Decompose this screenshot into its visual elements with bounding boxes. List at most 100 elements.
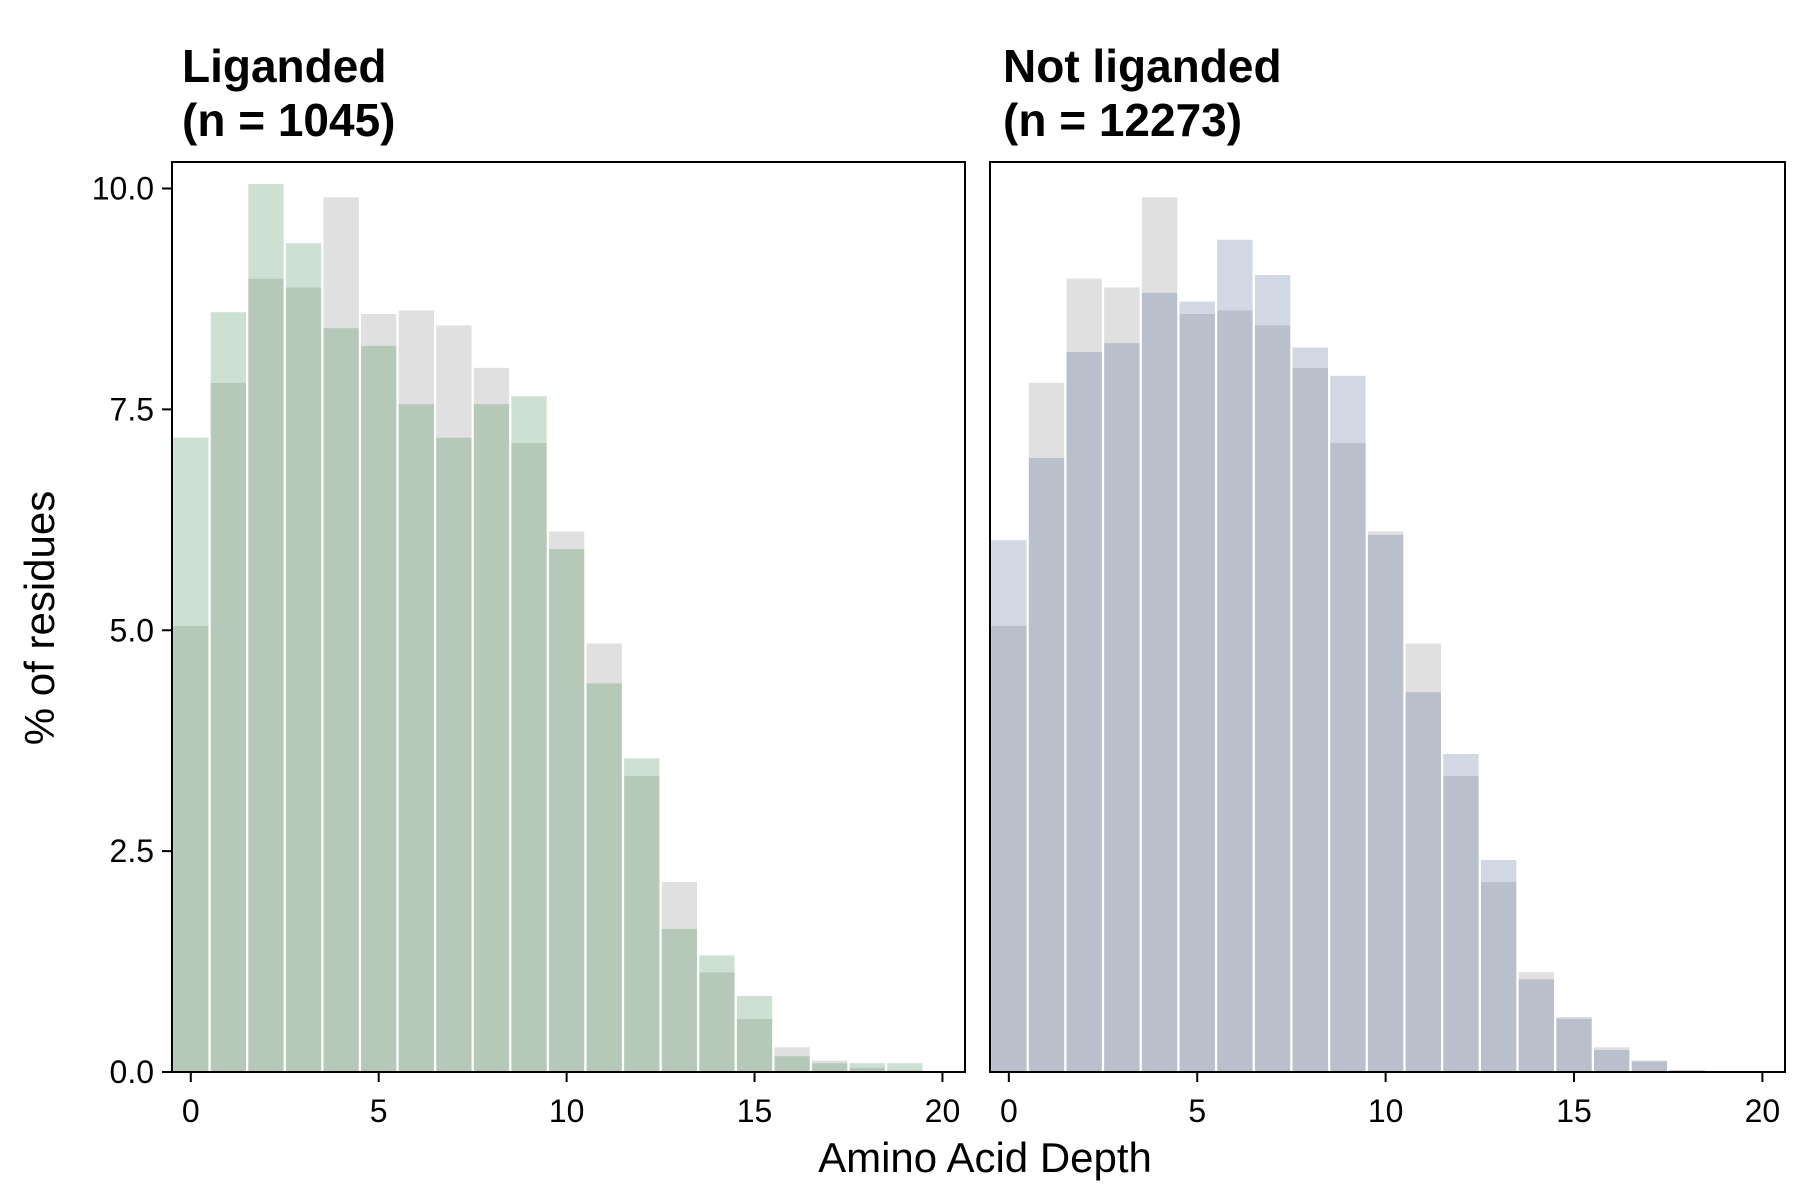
bar-liganded-excess-0 [173, 437, 209, 626]
panel-subtitle-not-liganded: (n = 12273) [1003, 94, 1242, 146]
panel-not-liganded: Not liganded (n = 12273) 0 5 10 15 20 [989, 40, 1786, 1129]
x-tick-label-not-liganded-20: 20 [1745, 1093, 1781, 1129]
bar-liganded-overlap-13 [661, 928, 698, 1072]
x-tick-label-not-liganded-5: 5 [1188, 1093, 1206, 1129]
bar-liganded-overlap-16 [774, 1056, 810, 1072]
bar-liganded-overlap-18 [849, 1067, 885, 1072]
plot-frame-not-liganded [989, 161, 1786, 1073]
x-tick-label-liganded-20: 20 [925, 1093, 961, 1129]
x-tick-label-liganded-5: 5 [370, 1093, 388, 1129]
bar-liganded-overlap-8 [473, 404, 510, 1073]
bar-liganded-excess-18 [849, 1063, 885, 1068]
x-tick-label-not-liganded-15: 15 [1556, 1093, 1592, 1129]
bar-not-liganded-overlap-16 [1593, 1049, 1630, 1072]
bar-not-liganded-overlap-12 [1443, 776, 1479, 1072]
bar-liganded-excess-1 [210, 312, 247, 383]
bar-liganded-overlap-15 [736, 1018, 773, 1072]
bar-not-liganded-overlap-0 [991, 625, 1027, 1072]
bar-not-liganded-overlap-7 [1254, 325, 1291, 1072]
bar-not-liganded-overlap-14 [1518, 979, 1555, 1072]
ticks-liganded: 0 5 10 15 20 0.0 2.5 5.0 7.5 10.0 [92, 171, 961, 1129]
bar-liganded-overlap-5 [361, 345, 397, 1073]
y-tick-label-2: 5.0 [110, 612, 154, 648]
bar-liganded-overlap-9 [511, 442, 547, 1073]
bar-not-liganded-excess-16 [1593, 1047, 1630, 1050]
bar-not-liganded-excess-5 [1179, 301, 1215, 314]
bar-liganded-excess-14 [699, 955, 735, 973]
bar-not-liganded-excess-8 [1292, 347, 1328, 368]
bar-liganded-excess-16 [774, 1047, 810, 1057]
bar-not-liganded-excess-4 [1141, 197, 1178, 293]
bar-not-liganded-overlap-17 [1631, 1061, 1668, 1072]
bar-liganded-overlap-1 [210, 382, 247, 1072]
bar-liganded-excess-2 [248, 184, 284, 279]
x-tick-label-liganded-10: 10 [549, 1093, 585, 1129]
bar-not-liganded-excess-7 [1254, 275, 1291, 326]
panel-title-liganded: Liganded [182, 40, 386, 92]
bar-not-liganded-overlap-8 [1292, 367, 1328, 1072]
bar-liganded-overlap-10 [548, 548, 585, 1072]
x-tick-label-not-liganded-10: 10 [1368, 1093, 1404, 1129]
bar-liganded-excess-17 [812, 1060, 848, 1064]
panel-subtitle-liganded: (n = 1045) [182, 94, 396, 146]
bar-not-liganded-excess-12 [1443, 753, 1479, 777]
bar-liganded-overlap-17 [812, 1063, 848, 1072]
y-tick-label-1: 2.5 [110, 833, 154, 869]
bar-liganded-overlap-3 [285, 287, 322, 1072]
bar-not-liganded-excess-13 [1480, 859, 1517, 883]
bar-liganded-excess-7 [436, 325, 472, 438]
bar-not-liganded-excess-6 [1217, 239, 1253, 311]
y-tick-label-0: 0.0 [110, 1054, 154, 1090]
x-tick-label-liganded-15: 15 [737, 1093, 773, 1129]
y-tick-label-3: 7.5 [110, 391, 154, 427]
bar-liganded-overlap-2 [248, 278, 284, 1073]
bar-not-liganded-excess-15 [1556, 1017, 1592, 1019]
bar-liganded-excess-12 [624, 758, 660, 777]
bar-not-liganded-overlap-1 [1028, 457, 1065, 1072]
bar-not-liganded-excess-0 [991, 540, 1027, 626]
x-tick-label-liganded-0: 0 [182, 1093, 200, 1129]
bar-not-liganded-excess-17 [1631, 1060, 1668, 1062]
panel-title-not-liganded: Not liganded [1003, 40, 1282, 92]
bar-not-liganded-excess-11 [1405, 643, 1442, 693]
bar-liganded-excess-11 [586, 643, 622, 684]
bar-not-liganded-excess-9 [1330, 375, 1366, 443]
bar-liganded-excess-4 [323, 197, 359, 329]
bar-not-liganded-overlap-2 [1066, 351, 1102, 1073]
bar-not-liganded-excess-3 [1104, 287, 1140, 344]
bar-liganded-overlap-11 [586, 683, 622, 1072]
bar-liganded-overlap-7 [436, 437, 472, 1072]
bar-not-liganded-excess-10 [1367, 531, 1404, 535]
bar-liganded-overlap-12 [624, 776, 660, 1072]
bar-liganded-excess-5 [361, 313, 397, 346]
bar-liganded-overlap-0 [173, 625, 209, 1072]
bars-liganded [173, 184, 923, 1073]
panel-liganded: Liganded (n = 1045) 0 5 10 15 20 0.0 2.5 5.0 7.5… [92, 40, 966, 1129]
plot-frame-liganded [171, 161, 966, 1073]
bar-not-liganded-excess-1 [1028, 382, 1065, 458]
bar-not-liganded-overlap-4 [1141, 292, 1178, 1072]
bar-liganded-overlap-6 [398, 404, 434, 1073]
y-tick-label-4: 10.0 [92, 171, 154, 207]
bar-not-liganded-excess-2 [1066, 278, 1102, 352]
bar-liganded-excess-9 [511, 396, 547, 443]
y-axis-label: % of residues [16, 491, 63, 745]
bar-liganded-overlap-14 [699, 972, 735, 1072]
bar-liganded-excess-19 [887, 1063, 923, 1071]
bar-not-liganded-overlap-11 [1405, 692, 1442, 1072]
x-tick-label-not-liganded-0: 0 [1000, 1093, 1018, 1129]
bar-liganded-excess-6 [398, 310, 434, 405]
bar-not-liganded-overlap-10 [1367, 534, 1404, 1072]
x-axis-label: Amino Acid Depth [818, 1134, 1152, 1181]
bar-not-liganded-overlap-3 [1104, 343, 1140, 1072]
bar-liganded-excess-13 [661, 882, 698, 929]
bar-not-liganded-overlap-15 [1556, 1018, 1592, 1072]
bar-not-liganded-overlap-9 [1330, 442, 1366, 1073]
bar-liganded-excess-10 [548, 531, 585, 549]
bars-not-liganded [991, 197, 1705, 1073]
bar-not-liganded-overlap-6 [1217, 310, 1253, 1072]
bar-liganded-excess-8 [473, 367, 510, 405]
bar-not-liganded-overlap-13 [1480, 882, 1517, 1072]
bar-not-liganded-overlap-5 [1179, 313, 1215, 1072]
